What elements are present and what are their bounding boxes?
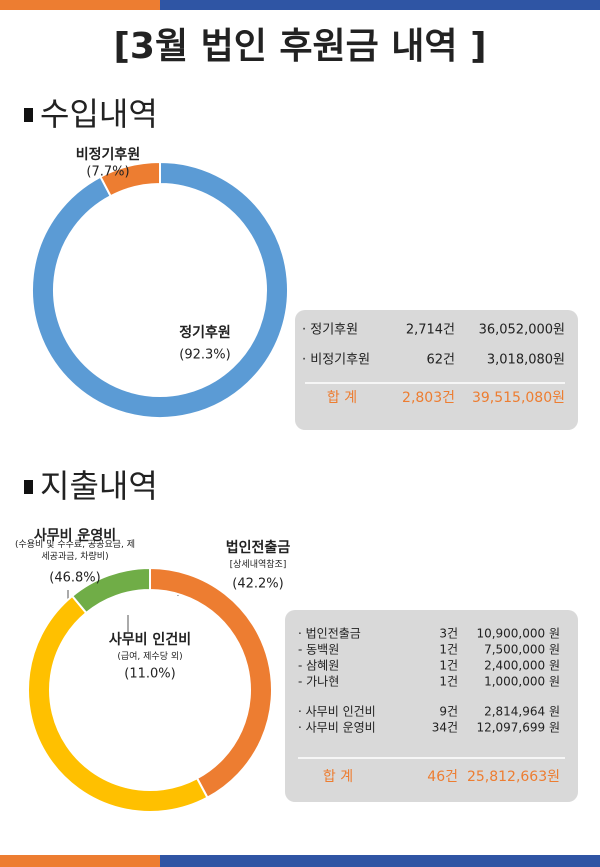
table-cell: - 삼혜원 [298,659,339,673]
donut-segment [27,594,209,813]
table-cell: 1건 [439,659,458,673]
donut-segment [149,566,273,799]
donut-segment [31,160,289,419]
segment-label: 사무비 인건비 [109,631,191,648]
segment-label: 정기후원 [179,324,231,341]
bottom-bar-blue [160,855,600,867]
segment-label: 비정기후원 [76,146,140,163]
segment-value-label: (92.3%) [179,348,230,363]
segment-value-label: (42.2%) [232,577,283,592]
segment-sublabel-box: (수용비 및 수수료, 공공요금, 제세공과금, 차량비) [14,540,136,562]
table-cell: · 사무비 인건비 [298,705,376,719]
summary-box [295,310,578,430]
segment-value-label: (7.7%) [86,165,129,180]
table-cell: · 정기후원 [302,323,358,338]
top-bar-orange [0,0,160,10]
page-title: [3월 법인 후원금 내역 ] [113,26,486,67]
table-cell: 2,714건 [406,323,455,338]
segment-sublabel: (수용비 및 수수료, 공공요금, 제세공과금, 차량비) [14,540,136,562]
table-total-cell: 합 계 [323,769,353,785]
table-total-cell: 2,803건 [402,390,455,406]
table-cell: 9건 [439,705,458,719]
donut-segment [99,160,161,198]
segment-sublabel-box: (급여, 제수당 외) [117,652,183,662]
donut-segment [70,566,151,615]
summary-box [285,610,578,802]
table-cell: 12,097,699 원 [476,721,560,735]
section-title: 지출내역 [40,467,158,505]
table-cell: 1,000,000 원 [484,675,560,689]
bullet [24,480,33,494]
table-cell: 1건 [439,675,458,689]
section-title: 수입내역 [40,95,158,133]
table-cell: 62건 [426,353,455,368]
table-cell: · 비정기후원 [302,353,370,368]
table-cell: 36,052,000원 [479,323,565,338]
bottom-bar-orange [0,855,160,867]
bullet [24,108,33,122]
table-total-cell: 25,812,663원 [467,769,560,785]
table-cell: · 사무비 운영비 [298,721,376,735]
segment-sublabel: (급여, 제수당 외) [117,652,183,662]
segment-value-label: (11.0%) [124,667,175,682]
table-cell: · 법인전출금 [298,627,361,641]
table-total-cell: 39,515,080원 [472,390,565,406]
segment-sublabel: [상세내역참조] [229,560,287,570]
segment-value-label: (46.8%) [49,571,100,586]
segment-sublabel-box: [상세내역참조] [229,560,287,570]
table-cell: 3,018,080원 [487,353,565,368]
table-cell: 10,900,000 원 [476,627,560,641]
table-cell: 2,400,000 원 [484,659,560,673]
top-bar-blue [160,0,600,10]
table-cell: - 동백원 [298,643,339,657]
segment-label: 사무비 운영비 [34,527,116,544]
table-total-cell: 46건 [427,769,458,785]
table-cell: 34건 [432,721,458,735]
table-cell: 1건 [439,643,458,657]
table-cell: 3건 [439,627,458,641]
table-cell: - 가나현 [298,675,339,689]
table-cell: 2,814,964 원 [484,705,560,719]
segment-label: 법인전출금 [226,539,291,556]
table-cell: 7,500,000 원 [484,643,560,657]
table-total-cell: 합 계 [327,390,357,406]
